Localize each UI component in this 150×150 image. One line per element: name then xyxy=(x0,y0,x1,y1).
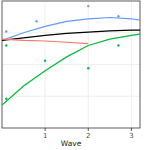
x-tick xyxy=(88,128,89,131)
scatter-point xyxy=(5,30,7,32)
series-line xyxy=(2,39,88,43)
series-line xyxy=(2,34,140,105)
scatter-point xyxy=(87,5,89,7)
scatter-point xyxy=(44,59,46,61)
scatter-point xyxy=(5,98,7,100)
plot-marks xyxy=(2,5,140,105)
x-grid-line xyxy=(88,1,89,128)
plot-background xyxy=(2,1,140,128)
y-grid-line xyxy=(2,64,140,65)
y-grid-line xyxy=(2,96,140,97)
scatter-point xyxy=(117,44,119,46)
plot-frame xyxy=(2,1,140,128)
chart: 1 2 3 Wave xyxy=(0,0,150,150)
x-tick xyxy=(131,128,132,131)
x-grid-line xyxy=(131,1,132,128)
series-line xyxy=(2,30,140,40)
x-tick-label: 3 xyxy=(129,132,133,140)
x-grid-line xyxy=(45,1,46,128)
scatter-point xyxy=(117,15,119,17)
scatter-point xyxy=(87,67,89,69)
scatter-point xyxy=(5,44,7,46)
x-tick-label: 1 xyxy=(43,132,47,140)
x-tick xyxy=(45,128,46,131)
x-axis-label: Wave xyxy=(61,139,82,148)
x-tick-label: 2 xyxy=(86,132,90,140)
scatter-point xyxy=(35,20,37,22)
